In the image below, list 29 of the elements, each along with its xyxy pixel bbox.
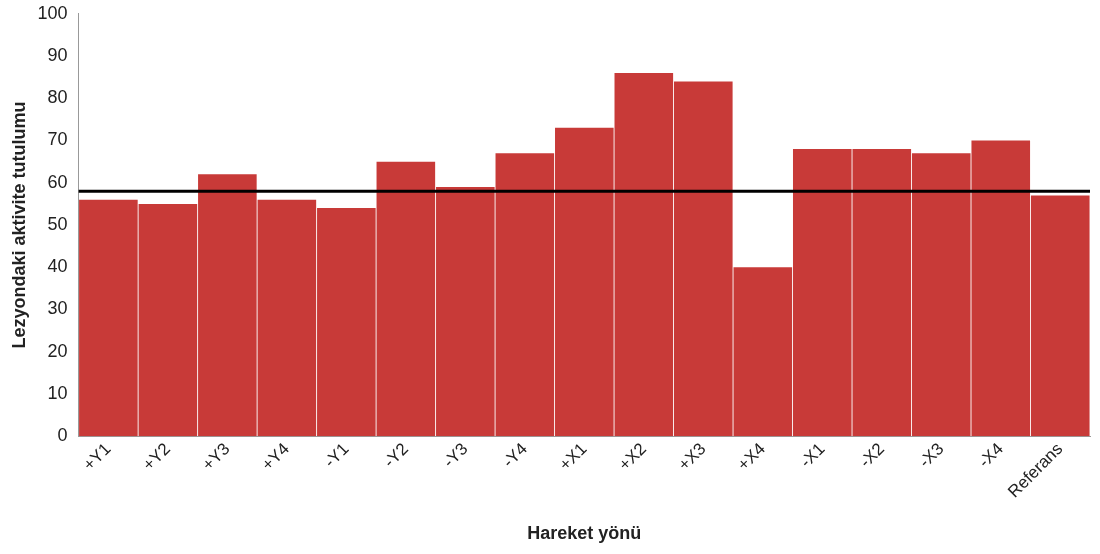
- x-tick-label: +X4: [733, 439, 769, 475]
- x-tick-label: -Y3: [439, 439, 472, 472]
- x-tick-label: -X2: [855, 439, 888, 472]
- x-tick-label: +X1: [555, 439, 591, 475]
- y-tick-label: 70: [47, 129, 68, 150]
- x-tick-label: -Y2: [379, 439, 412, 472]
- y-tick-label: 100: [37, 2, 68, 23]
- x-tick-label: -X3: [915, 439, 948, 472]
- y-tick-label: 80: [47, 87, 68, 108]
- y-tick-label: 90: [47, 45, 68, 66]
- x-tick-label: -X4: [974, 439, 1007, 472]
- x-tick-label: -X1: [796, 439, 829, 472]
- y-axis-title: Lezyondaki aktivite tutulumu: [8, 101, 29, 349]
- x-axis-title: Hareket yönü: [527, 523, 642, 544]
- x-tick-label: -Y4: [498, 439, 531, 472]
- x-tick-label: +X3: [674, 439, 710, 475]
- y-tick-label: 30: [47, 298, 68, 319]
- x-tick-label: +Y3: [198, 439, 234, 475]
- x-tick-label: +X2: [614, 439, 650, 475]
- y-tick-label: 20: [47, 340, 68, 361]
- x-tick-label: +Y4: [257, 439, 293, 475]
- y-tick-label: 60: [47, 171, 68, 192]
- y-tick-label: 40: [47, 256, 68, 277]
- y-tick-label: 50: [47, 213, 68, 234]
- x-tick-label: -Y1: [320, 439, 353, 472]
- x-tick-label: +Y1: [79, 439, 115, 475]
- y-tick-label: 10: [47, 382, 68, 403]
- y-tick-label: 0: [57, 425, 68, 446]
- x-tick-label: +Y2: [138, 439, 175, 475]
